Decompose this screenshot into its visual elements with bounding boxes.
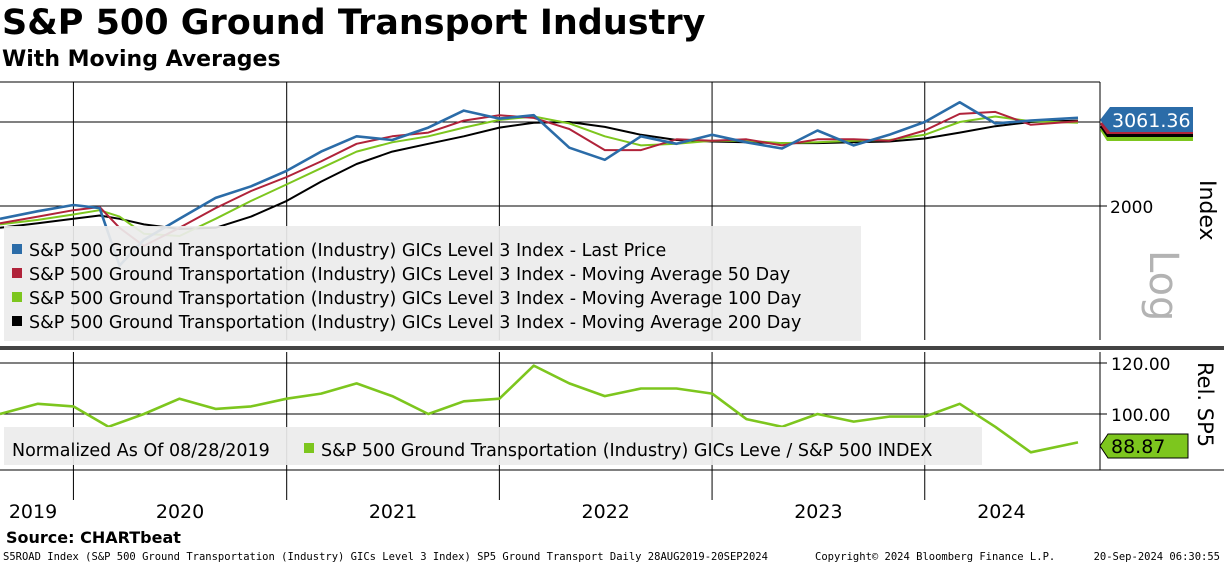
x-tick-label-2022: 2022 [582,501,630,523]
lower-series-lines [0,364,1079,454]
last-value-marker-relative [1099,433,1189,459]
upper-reference-lines [0,121,1100,207]
last-value-marker-price [1100,107,1193,132]
lower-legend-box [4,427,982,465]
legend-swatch-ma100 [12,292,22,302]
upper-tick-2000-label: 2000 [1110,198,1153,218]
footer-timestamp: 20-Sep-2024 06:30:55 [1093,551,1220,563]
legend-label-ma50: S&P 500 Ground Transportation (Industry)… [29,265,790,285]
chart-subtitle: With Moving Averages [2,47,281,72]
upper-y-axis-label: Index [1194,180,1219,241]
legend-label-last-price: S&P 500 Ground Transportation (Industry)… [29,241,666,261]
normalized-note: Normalized As Of 08/28/2019 [12,441,270,461]
legend-label-ma200: S&P 500 Ground Transportation (Industry)… [29,313,801,333]
source-note: Source: CHARTbeat [6,528,181,547]
legend-label-relative: S&P 500 Ground Transportation (Industry)… [321,441,932,461]
x-axis-year-labels: 2019 2020 2021 2022 2023 2024 [9,501,1026,523]
footer-copyright: Copyright© 2024 Bloomberg Finance L.P. [815,551,1056,563]
log-scale-label: Log [1140,250,1186,321]
series-line-ma200 [0,119,1079,230]
x-tick-label-2019: 2019 [9,501,57,523]
legend-swatch-relative [304,443,314,453]
upper-legend-box [4,226,861,341]
lower-y-axis-label: Rel. SP5 [1193,362,1217,447]
last-price-value-label: 3061.36 [1112,110,1191,132]
legend-swatch-ma50 [12,268,22,278]
series-line-ma100 [0,115,1079,237]
lower-tick-100-label: 100.00 [1111,406,1170,426]
lower-reference-lines [0,362,1100,415]
legend-swatch-ma200 [12,316,22,326]
footer-description: S5ROAD Index (S&P 500 Ground Transportat… [3,551,768,563]
x-tick-label-2023: 2023 [794,501,842,523]
relative-value-label: 88.87 [1111,436,1165,458]
legend-swatch-last-price [12,244,22,254]
lower-tick-120-label: 120.00 [1111,355,1170,375]
legend-label-ma100: S&P 500 Ground Transportation (Industry)… [29,289,801,309]
x-tick-label-2020: 2020 [156,501,204,523]
x-tick-label-2024: 2024 [977,501,1025,523]
chart-title: S&P 500 Ground Transport Industry [2,3,706,43]
x-tick-label-2021: 2021 [369,501,417,523]
series-line-relative [0,364,1079,454]
